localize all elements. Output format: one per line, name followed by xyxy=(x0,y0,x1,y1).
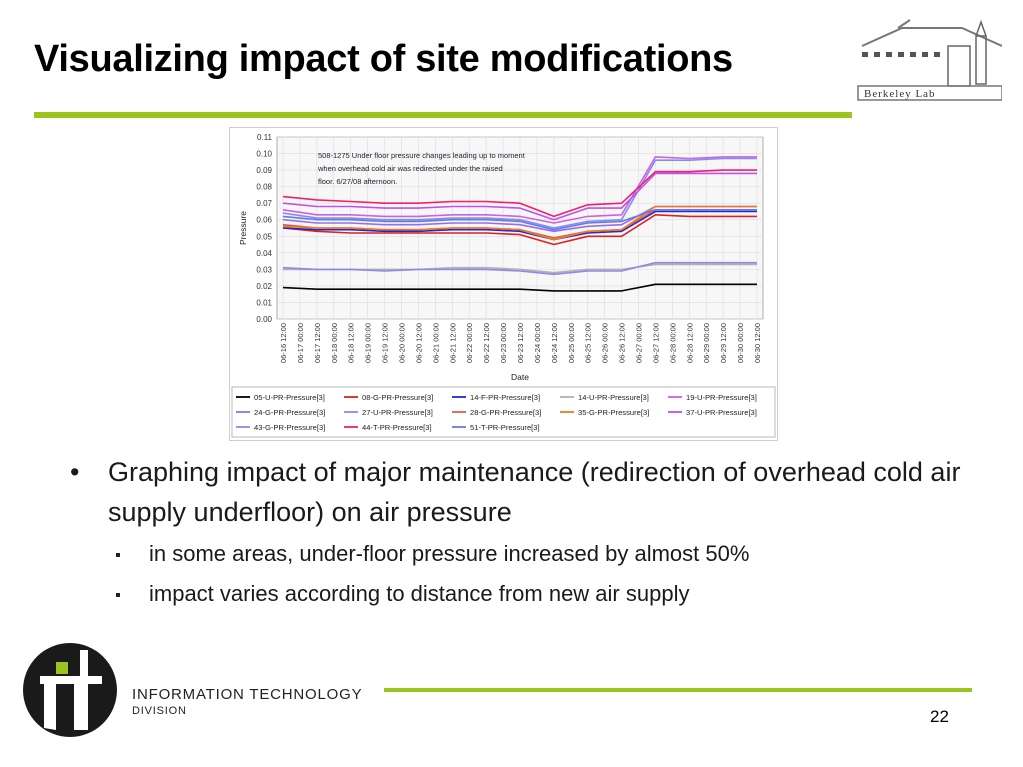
series-line xyxy=(282,210,757,241)
x-tick-label: 06-21 12:00 xyxy=(448,323,457,363)
series-line xyxy=(282,156,757,224)
legend-label: 43-G-PR-Pressure[3] xyxy=(254,423,325,432)
bullet-1-text: Graphing impact of major maintenance (re… xyxy=(108,457,961,527)
x-tick-label: 06-24 12:00 xyxy=(550,323,559,363)
series-line xyxy=(282,214,757,246)
x-tick-label: 06-23 00:00 xyxy=(499,323,508,363)
bullet-1: • Graphing impact of major maintenance (… xyxy=(70,452,970,532)
berkeley-lab-logo-text: Berkeley Lab xyxy=(864,88,936,100)
legend-label: 24-G-PR-Pressure[3] xyxy=(254,408,325,417)
page-number: 22 xyxy=(930,707,949,726)
x-tick-label: 06-25 12:00 xyxy=(584,323,593,363)
y-tick-label: 0.05 xyxy=(256,232,272,241)
x-tick-label: 06-28 00:00 xyxy=(668,323,677,363)
x-tick-label: 06-29 12:00 xyxy=(719,323,728,363)
x-tick-label: 06-21 00:00 xyxy=(431,323,440,363)
series-line xyxy=(282,261,757,276)
legend-label: 05-U-PR-Pressure[3] xyxy=(254,393,325,402)
title-divider xyxy=(34,112,852,118)
square-bullet-icon xyxy=(116,553,120,557)
y-tick-label: 0.00 xyxy=(256,315,272,324)
berkeley-lab-logo: Berkeley Lab xyxy=(857,19,1002,101)
series-line xyxy=(282,209,757,231)
chart-annotation: when overhead cold air was redirected un… xyxy=(317,164,503,173)
legend-label: 37-U-PR-Pressure[3] xyxy=(686,408,757,417)
y-tick-label: 0.06 xyxy=(256,216,272,225)
sub-bullet-1-text: in some areas, under-floor pressure incr… xyxy=(149,541,750,566)
x-tick-label: 06-23 12:00 xyxy=(516,323,525,363)
x-tick-label: 06-19 00:00 xyxy=(364,323,373,363)
chart-annotation: 508-1275 Under floor pressure changes le… xyxy=(318,151,526,160)
legend-label: 35-G-PR-Pressure[3] xyxy=(578,408,649,417)
legend-label: 14-F-PR-Pressure[3] xyxy=(470,393,540,402)
x-tick-label: 06-27 00:00 xyxy=(635,323,644,363)
x-tick-label: 06-19 12:00 xyxy=(381,323,390,363)
x-tick-label: 06-26 00:00 xyxy=(601,323,610,363)
x-tick-label: 06-30 00:00 xyxy=(736,323,745,363)
legend-label: 28-G-PR-Pressure[3] xyxy=(470,408,541,417)
x-tick-label: 06-30 12:00 xyxy=(753,323,762,363)
series-line xyxy=(282,157,757,229)
x-axis-label: Date xyxy=(511,372,529,382)
slide-title: Visualizing impact of site modifications xyxy=(34,38,733,80)
bullet-dot: • xyxy=(70,457,80,487)
y-tick-label: 0.01 xyxy=(256,298,272,307)
pressure-chart: 0.00 0.01 0.02 0.03 0.04 0.05 0.06 0.07 0.08 0.09… xyxy=(229,127,778,441)
x-tick-label: 06-18 12:00 xyxy=(347,323,356,363)
sub-bullet-2-text: impact varies according to distance from… xyxy=(149,581,690,606)
x-tick-label: 06-17 12:00 xyxy=(313,323,322,363)
x-tick-label: 06-22 00:00 xyxy=(465,323,474,363)
legend-box xyxy=(231,386,776,438)
legend-label: 44-T-PR-Pressure[3] xyxy=(362,423,432,432)
footer-divider xyxy=(384,688,972,692)
x-tick-label: 06-20 00:00 xyxy=(398,323,407,363)
series-line xyxy=(282,169,757,218)
x-tick-label: 06-17 00:00 xyxy=(296,323,305,363)
x-tick-label: 06-20 12:00 xyxy=(414,323,423,363)
x-tick-label: 06-28 12:00 xyxy=(685,323,694,363)
legend-label: 19-U-PR-Pressure[3] xyxy=(686,393,757,402)
x-tick-label: 06-27 12:00 xyxy=(651,323,660,363)
x-tick-label: 06-16 12:00 xyxy=(279,323,288,363)
y-tick-label: 0.03 xyxy=(256,265,272,274)
y-tick-label: 0.02 xyxy=(256,282,272,291)
series-line xyxy=(282,172,757,221)
x-tick-label: 06-29 00:00 xyxy=(702,323,711,363)
it-division-line2: DIVISION xyxy=(132,705,187,717)
sub-bullet-1: in some areas, under-floor pressure incr… xyxy=(70,534,970,574)
x-tick-label: 06-24 00:00 xyxy=(533,323,542,363)
y-tick-label: 0.08 xyxy=(256,183,272,192)
legend-label: 08-G-PR-Pressure[3] xyxy=(362,393,433,402)
legend-label: 14-U-PR-Pressure[3] xyxy=(578,393,649,402)
chart-svg: 0.00 0.01 0.02 0.03 0.04 0.05 0.06 0.07 0.08 0.09… xyxy=(231,133,776,438)
y-tick-label: 0.09 xyxy=(256,166,272,175)
y-tick-label: 0.10 xyxy=(256,150,272,159)
chart-annotation: floor. 6/27/08 afternoon. xyxy=(318,177,397,186)
series-line xyxy=(282,283,757,292)
y-tick-label: 0.04 xyxy=(256,249,272,258)
legend-label: 27-U-PR-Pressure[3] xyxy=(362,408,433,417)
sub-bullet-2: impact varies according to distance from… xyxy=(70,574,970,614)
bullet-list: • Graphing impact of major maintenance (… xyxy=(70,452,970,614)
series-line xyxy=(282,205,757,241)
x-tick-label: 06-22 12:00 xyxy=(482,323,491,363)
legend-label: 51-T-PR-Pressure[3] xyxy=(470,423,540,432)
square-bullet-icon xyxy=(116,593,120,597)
y-tick-label: 0.07 xyxy=(256,199,272,208)
y-axis-label: Pressure xyxy=(238,211,248,245)
it-division-logo: INFORMATION TECHNOLOGY DIVISION xyxy=(23,643,362,737)
x-tick-label: 06-26 12:00 xyxy=(618,323,627,363)
it-division-line1: INFORMATION TECHNOLOGY xyxy=(132,686,362,703)
x-tick-label: 06-18 00:00 xyxy=(330,323,339,363)
y-tick-label: 0.11 xyxy=(257,133,273,142)
x-tick-label: 06-25 00:00 xyxy=(567,323,576,363)
